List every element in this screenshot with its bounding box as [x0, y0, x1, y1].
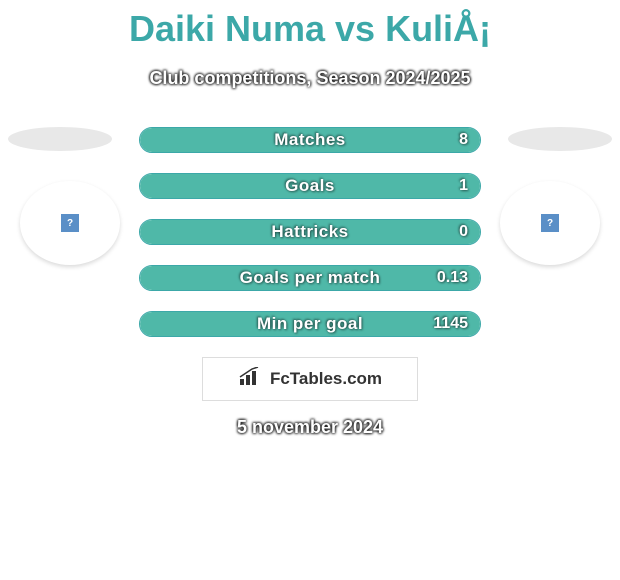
stat-value: 8 [459, 128, 468, 152]
stat-value: 0.13 [437, 266, 468, 290]
date-text: 5 november 2024 [0, 417, 620, 438]
stat-label: Goals per match [140, 266, 480, 290]
stat-row-goals-per-match: Goals per match 0.13 [139, 265, 481, 291]
player-left-shadow [8, 127, 112, 151]
player-right-shadow [508, 127, 612, 151]
stat-label: Min per goal [140, 312, 480, 336]
stat-value: 1145 [433, 312, 468, 336]
stat-row-min-per-goal: Min per goal 1145 [139, 311, 481, 337]
stat-row-hattricks: Hattricks 0 [139, 219, 481, 245]
player-left-avatar: ? [20, 181, 120, 265]
unknown-icon: ? [61, 214, 79, 232]
stat-value: 1 [459, 174, 468, 198]
subtitle: Club competitions, Season 2024/2025 [0, 68, 620, 89]
fctables-logo[interactable]: FcTables.com [202, 357, 418, 401]
stat-row-matches: Matches 8 [139, 127, 481, 153]
stat-value: 0 [459, 220, 468, 244]
stat-label: Hattricks [140, 220, 480, 244]
chart-icon [238, 367, 264, 392]
player-right-avatar: ? [500, 181, 600, 265]
logo-text: FcTables.com [270, 369, 382, 389]
main-area: ? ? Matches 8 Goals 1 Hattricks 0 [0, 127, 620, 438]
stat-label: Matches [140, 128, 480, 152]
stat-label: Goals [140, 174, 480, 198]
stat-row-goals: Goals 1 [139, 173, 481, 199]
comparison-widget: Daiki Numa vs KuliÅ¡ Club competitions, … [0, 0, 620, 438]
page-title: Daiki Numa vs KuliÅ¡ [0, 0, 620, 50]
stats-bars: Matches 8 Goals 1 Hattricks 0 Goals per … [139, 127, 481, 337]
unknown-icon: ? [541, 214, 559, 232]
